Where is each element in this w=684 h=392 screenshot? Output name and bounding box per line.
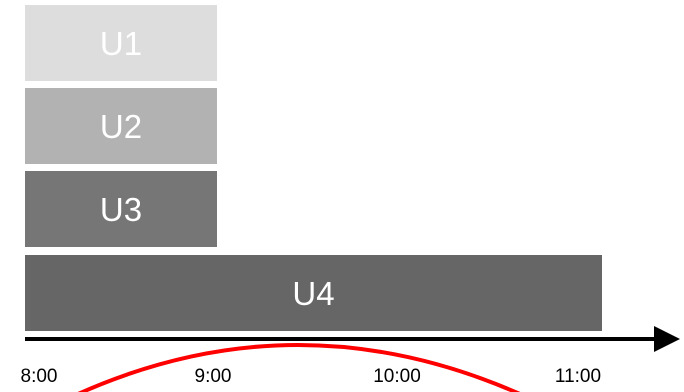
bar-u3: U3 [25,171,217,247]
bar-u4-label: U4 [292,274,335,312]
bar-u2-label: U2 [99,107,143,145]
time-axis-arrowhead [654,326,680,352]
tick-label-8: 8:00 [20,366,58,387]
bar-u3-label: U3 [99,190,143,228]
bar-u2: U2 [25,88,217,164]
bar-u4: U4 [25,255,602,331]
tick-label-10: 10:00 [373,366,421,387]
red-arc [77,343,521,392]
tick-label-11: 11:00 [554,366,602,387]
bar-u1: U1 [25,5,217,81]
tick-label-9: 9:00 [194,366,232,387]
bar-u1-label: U1 [99,24,143,62]
